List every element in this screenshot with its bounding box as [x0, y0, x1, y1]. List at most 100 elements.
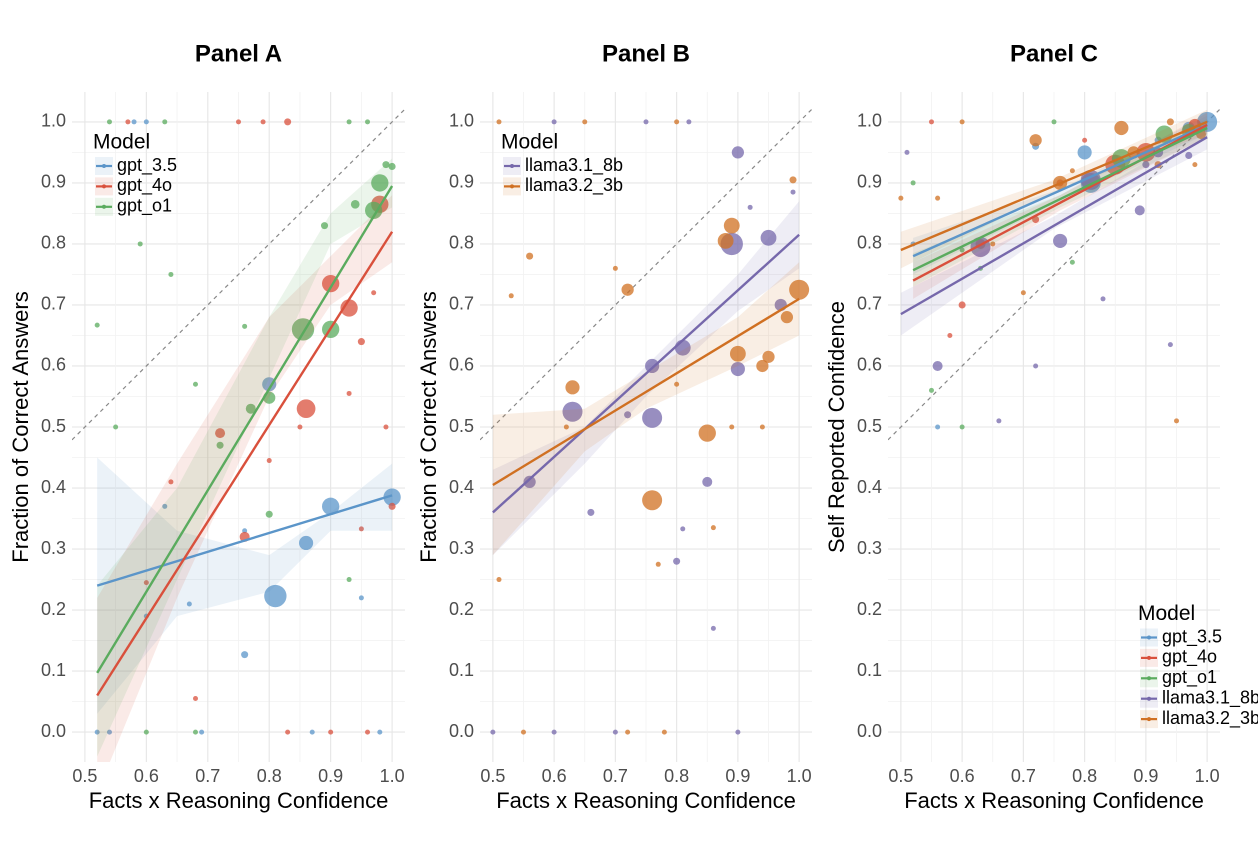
point — [137, 241, 143, 247]
point — [192, 696, 198, 702]
point — [371, 290, 377, 296]
x-tick-label: 1.0 — [787, 766, 812, 786]
point — [241, 651, 249, 659]
point — [365, 729, 371, 735]
y-axis-title: Fraction of Correct Answers — [8, 291, 33, 562]
point — [94, 729, 100, 735]
x-tick-label: 0.9 — [725, 766, 750, 786]
x-tick-label: 0.6 — [134, 766, 159, 786]
y-tick-label: 0.3 — [857, 538, 882, 558]
y-tick-label: 0.9 — [857, 172, 882, 192]
point — [932, 360, 943, 371]
point — [365, 119, 371, 125]
y-tick-label: 1.0 — [449, 111, 474, 131]
point — [928, 119, 934, 125]
point — [520, 729, 526, 735]
point — [729, 424, 735, 430]
point — [346, 119, 352, 125]
point — [959, 119, 965, 125]
y-tick-label: 1.0 — [857, 111, 882, 131]
point — [730, 361, 745, 377]
fit-line — [96, 494, 393, 587]
legend-label: llama3.2_3b — [525, 175, 623, 196]
point — [297, 424, 303, 430]
point — [186, 601, 192, 607]
y-tick-label: 0.7 — [857, 294, 882, 314]
fit-line — [492, 297, 800, 486]
legend-label: gpt_4o — [1162, 647, 1217, 668]
point — [759, 424, 765, 430]
point — [710, 625, 716, 631]
y-tick-label: 0.1 — [41, 660, 66, 680]
point — [587, 508, 595, 516]
y-tick-label: 0.9 — [449, 172, 474, 192]
panel: Panel B 0.0 0.1 0.2 0.3 0.4 0.5 0.6 0.7 0.8 0.9 1.0… — [416, 40, 812, 813]
fit-line — [912, 126, 1208, 272]
point — [1166, 118, 1174, 126]
y-tick-label: 1.0 — [41, 111, 66, 131]
point — [645, 358, 660, 374]
point — [789, 176, 797, 184]
y-tick-label: 0.1 — [857, 660, 882, 680]
x-tick-label: 0.8 — [664, 766, 689, 786]
panel-title: Panel A — [195, 40, 282, 67]
legend-key-dot — [102, 204, 106, 209]
point — [215, 428, 226, 439]
y-tick-label: 0.8 — [41, 233, 66, 253]
y-tick-label: 0.4 — [449, 477, 474, 497]
point — [264, 584, 287, 608]
y-tick-label: 0.0 — [449, 721, 474, 741]
legend-key-dot — [1147, 696, 1151, 701]
point — [1029, 134, 1042, 147]
point — [328, 729, 334, 735]
y-tick-label: 0.0 — [41, 721, 66, 741]
legend-key-dot — [510, 184, 514, 189]
y-tick-label: 0.3 — [449, 538, 474, 558]
x-axis-title: Facts x Reasoning Confidence — [496, 788, 796, 813]
point — [642, 490, 663, 511]
confidence-band — [97, 195, 393, 762]
x-tick-label: 0.8 — [1072, 766, 1097, 786]
point — [747, 204, 753, 210]
x-tick-label: 0.7 — [603, 766, 628, 786]
point — [551, 729, 557, 735]
legend-key-dot — [102, 164, 106, 168]
legend-label: gpt_3.5 — [1162, 626, 1222, 647]
x-tick-label: 0.8 — [257, 766, 282, 786]
point — [935, 424, 941, 430]
point — [199, 729, 205, 735]
point — [935, 195, 941, 201]
point — [508, 293, 514, 299]
point — [959, 247, 965, 253]
point — [131, 119, 137, 125]
point — [1142, 161, 1150, 169]
point — [996, 418, 1002, 424]
x-tick-label: 0.6 — [950, 766, 975, 786]
point — [625, 729, 631, 735]
point — [717, 232, 734, 249]
point — [350, 199, 360, 209]
legend-key-dot — [102, 184, 106, 189]
panel-title: Panel B — [602, 40, 690, 67]
panel: Panel A 0.0 0.1 0.2 0.3 0.4 0.5 0.6 0.7 0.8 0.9 1.0… — [8, 40, 405, 813]
diagonal — [888, 108, 1220, 441]
point — [346, 390, 352, 396]
point — [729, 345, 746, 362]
y-tick-label: 0.1 — [449, 660, 474, 680]
legend-label: gpt_o1 — [117, 196, 172, 217]
point — [762, 350, 775, 363]
point — [621, 283, 634, 296]
point — [242, 528, 248, 534]
y-tick-label: 0.9 — [41, 172, 66, 192]
x-tick-label: 1.0 — [1195, 766, 1220, 786]
y-axis-title: Self Reported Confidence — [824, 301, 849, 553]
point — [780, 311, 794, 324]
y-tick-label: 0.6 — [41, 355, 66, 375]
point — [1053, 233, 1068, 248]
point — [790, 189, 796, 195]
point — [285, 729, 291, 735]
y-tick-label: 0.4 — [41, 477, 66, 497]
fit-line — [900, 120, 1208, 252]
point — [266, 458, 272, 464]
legend-label: llama3.1_8b — [1162, 687, 1258, 708]
